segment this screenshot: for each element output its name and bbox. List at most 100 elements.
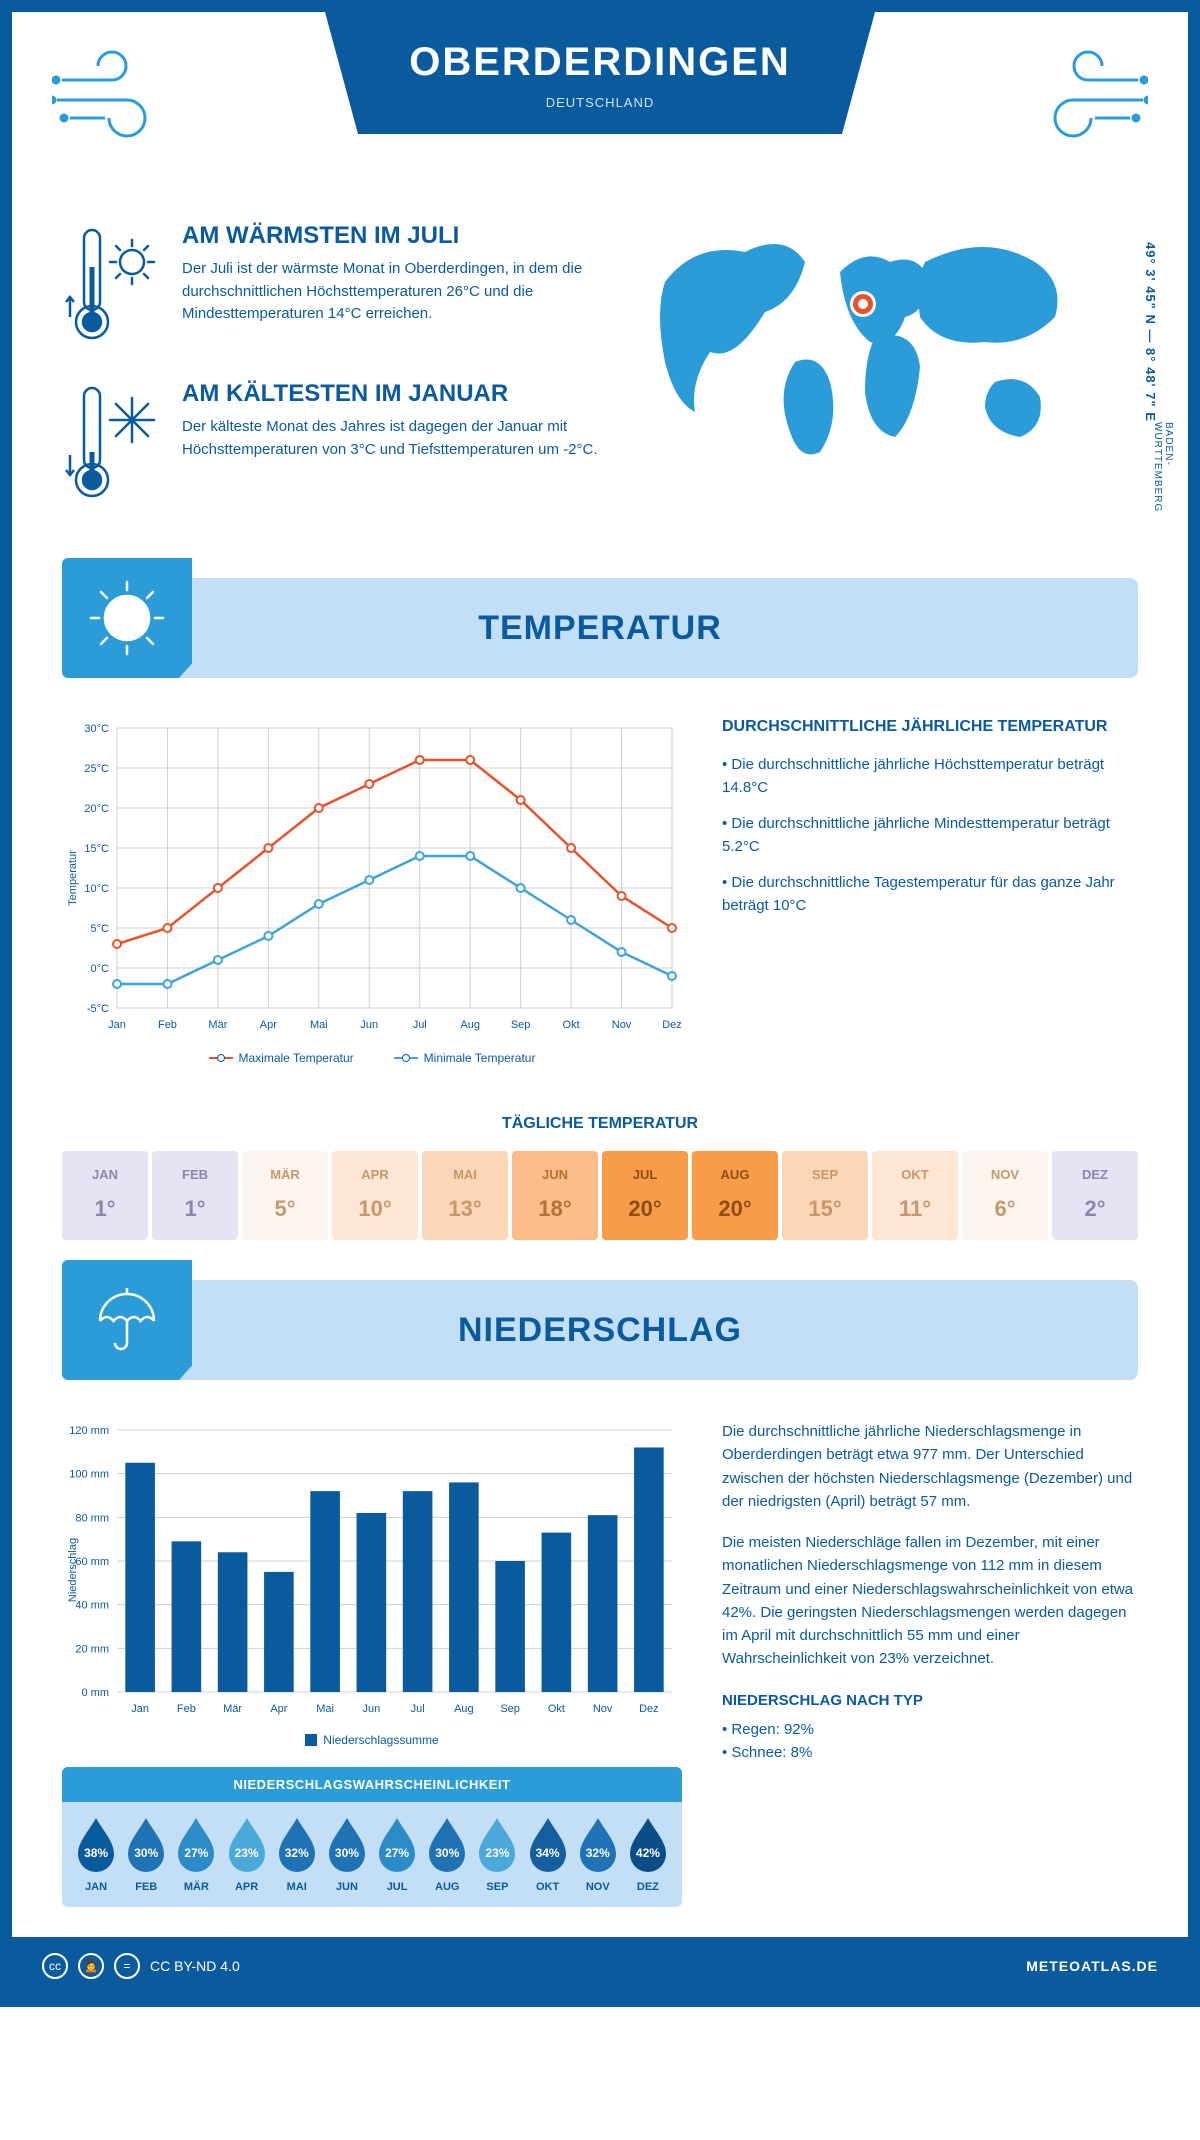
svg-text:120 mm: 120 mm — [69, 1425, 109, 1437]
summary-title: DURCHSCHNITTLICHE JÄHRLICHE TEMPERATUR — [722, 718, 1138, 736]
svg-text:Temperatur: Temperatur — [67, 850, 79, 906]
svg-text:30°C: 30°C — [84, 723, 109, 735]
temperature-banner: TEMPERATUR — [62, 578, 1138, 678]
svg-text:Dez: Dez — [639, 1703, 659, 1715]
svg-text:Jan: Jan — [131, 1703, 149, 1715]
nd-icon: = — [114, 1953, 140, 1979]
site-name: METEOATLAS.DE — [1026, 1958, 1158, 1974]
precip-p2: Die meisten Niederschläge fallen im Deze… — [722, 1531, 1138, 1671]
svg-text:25°C: 25°C — [84, 763, 109, 775]
temperature-legend: Maximale Temperatur Minimale Temperatur — [62, 1051, 682, 1065]
temperature-title: TEMPERATUR — [192, 609, 1138, 648]
daily-cell: DEZ2° — [1052, 1151, 1138, 1240]
infographic-container: OBERDERDINGEN DEUTSCHLAND — [0, 0, 1200, 2007]
svg-text:0°C: 0°C — [91, 963, 110, 975]
city-name: OBERDERDINGEN — [345, 40, 855, 85]
warmest-block: AM WÄRMSTEN IM JULI Der Juli ist der wär… — [62, 222, 605, 352]
country-name: DEUTSCHLAND — [345, 95, 855, 110]
summary-p1: • Die durchschnittliche jährliche Höchst… — [722, 754, 1138, 799]
daily-temp-grid: JAN1°FEB1°MÄR5°APR10°MAI13°JUN18°JUL20°A… — [12, 1151, 1188, 1270]
svg-text:Aug: Aug — [454, 1703, 474, 1715]
svg-text:Feb: Feb — [177, 1703, 196, 1715]
warmest-text: Der Juli ist der wärmste Monat in Oberde… — [182, 258, 605, 326]
region-label: BADEN-WÜRTTEMBERG — [1152, 422, 1174, 538]
daily-cell: NOV6° — [962, 1151, 1048, 1240]
prob-drop: 38% JAN — [72, 1816, 120, 1893]
precip-chart: 0 mm20 mm40 mm60 mm80 mm100 mm120 mmJanF… — [62, 1420, 682, 1747]
svg-text:Jan: Jan — [108, 1019, 126, 1031]
daily-cell: MAI13° — [422, 1151, 508, 1240]
svg-text:10°C: 10°C — [84, 883, 109, 895]
footer: cc 🙍 = CC BY-ND 4.0 METEOATLAS.DE — [12, 1937, 1188, 1995]
legend-max: Maximale Temperatur — [239, 1051, 354, 1065]
daily-cell: OKT11° — [872, 1151, 958, 1240]
summary-p3: • Die durchschnittliche Tagestemperatur … — [722, 872, 1138, 917]
legend-min: Minimale Temperatur — [424, 1051, 536, 1065]
wind-icon — [52, 40, 182, 150]
license-text: CC BY-ND 4.0 — [150, 1958, 240, 1974]
svg-text:Nov: Nov — [612, 1019, 632, 1031]
svg-text:Apr: Apr — [270, 1703, 287, 1715]
precip-banner: NIEDERSCHLAG — [62, 1280, 1138, 1380]
svg-text:Mai: Mai — [310, 1019, 328, 1031]
svg-text:80 mm: 80 mm — [75, 1512, 109, 1524]
svg-text:20 mm: 20 mm — [75, 1643, 109, 1655]
daily-cell: FEB1° — [152, 1151, 238, 1240]
svg-text:Jun: Jun — [363, 1703, 381, 1715]
wind-icon — [1018, 40, 1148, 150]
prob-drop: 23% SEP — [473, 1816, 521, 1893]
svg-text:15°C: 15°C — [84, 843, 109, 855]
svg-text:Apr: Apr — [260, 1019, 277, 1031]
precip-p1: Die durchschnittliche jährliche Niedersc… — [722, 1420, 1138, 1513]
svg-text:Mär: Mär — [208, 1019, 227, 1031]
coldest-title: AM KÄLTESTEN IM JANUAR — [182, 380, 605, 408]
daily-cell: MÄR5° — [242, 1151, 328, 1240]
precip-type-title: NIEDERSCHLAG NACH TYP — [722, 1689, 1138, 1712]
by-icon: 🙍 — [78, 1953, 104, 1979]
svg-text:Mai: Mai — [316, 1703, 334, 1715]
daily-temp-title: TÄGLICHE TEMPERATUR — [12, 1115, 1188, 1133]
prob-drop: 34% OKT — [524, 1816, 572, 1893]
prob-drop: 42% DEZ — [624, 1816, 672, 1893]
svg-text:5°C: 5°C — [91, 923, 110, 935]
daily-cell: JAN1° — [62, 1151, 148, 1240]
precip-type2: • Schnee: 8% — [722, 1741, 1138, 1764]
intro-section: AM WÄRMSTEN IM JULI Der Juli ist der wär… — [12, 212, 1188, 568]
daily-cell: APR10° — [332, 1151, 418, 1240]
svg-text:Jun: Jun — [360, 1019, 378, 1031]
precip-title: NIEDERSCHLAG — [192, 1311, 1138, 1350]
daily-cell: JUL20° — [602, 1151, 688, 1240]
prob-drop: 30% AUG — [423, 1816, 471, 1893]
precip-text: Die durchschnittliche jährliche Niedersc… — [722, 1420, 1138, 1907]
svg-text:60 mm: 60 mm — [75, 1556, 109, 1568]
svg-text:Jul: Jul — [413, 1019, 427, 1031]
daily-cell: AUG20° — [692, 1151, 778, 1240]
prob-drop: 27% JUL — [373, 1816, 421, 1893]
precip-type1: • Regen: 92% — [722, 1718, 1138, 1741]
precip-legend: Niederschlagssumme — [323, 1733, 438, 1747]
svg-text:Okt: Okt — [563, 1019, 580, 1031]
coordinates: 49° 3' 45" N — 8° 48' 7" E — [1143, 242, 1158, 422]
svg-text:40 mm: 40 mm — [75, 1600, 109, 1612]
svg-text:Sep: Sep — [500, 1703, 520, 1715]
temperature-chart: -5°C0°C5°C10°C15°C20°C25°C30°CJanFebMärA… — [62, 718, 682, 1065]
prob-title: NIEDERSCHLAGSWAHRSCHEINLICHKEIT — [62, 1767, 682, 1802]
svg-text:Okt: Okt — [548, 1703, 565, 1715]
summary-p2: • Die durchschnittliche jährliche Mindes… — [722, 813, 1138, 858]
thermometer-hot-icon — [62, 222, 162, 352]
prob-drop: 23% APR — [223, 1816, 271, 1893]
svg-text:Jul: Jul — [411, 1703, 425, 1715]
temperature-summary: DURCHSCHNITTLICHE JÄHRLICHE TEMPERATUR •… — [722, 718, 1138, 1065]
umbrella-icon — [62, 1260, 192, 1380]
world-map-panel: 49° 3' 45" N — 8° 48' 7" E BADEN-WÜRTTEM… — [645, 222, 1138, 538]
svg-text:Niederschlag: Niederschlag — [67, 1538, 79, 1602]
title-banner: OBERDERDINGEN DEUTSCHLAND — [325, 12, 875, 134]
svg-text:20°C: 20°C — [84, 803, 109, 815]
svg-text:Sep: Sep — [511, 1019, 531, 1031]
svg-text:-5°C: -5°C — [87, 1003, 109, 1015]
cc-icon: cc — [42, 1953, 68, 1979]
svg-text:Nov: Nov — [593, 1703, 613, 1715]
svg-text:0 mm: 0 mm — [82, 1687, 110, 1699]
svg-text:Dez: Dez — [662, 1019, 682, 1031]
svg-text:Aug: Aug — [460, 1019, 480, 1031]
